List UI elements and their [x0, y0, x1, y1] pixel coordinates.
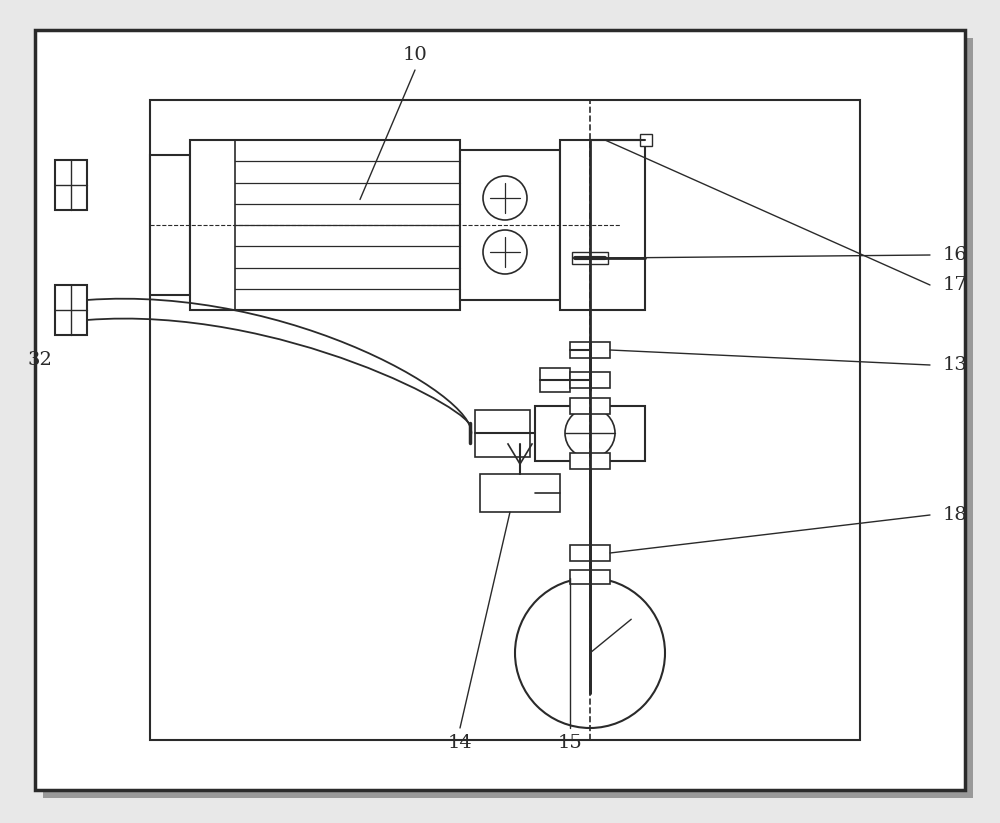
Bar	[570, 570, 610, 584]
Bar	[570, 398, 610, 413]
Bar	[570, 342, 610, 358]
Bar	[560, 140, 645, 310]
Bar	[150, 155, 190, 295]
Bar	[640, 134, 652, 146]
Bar	[460, 150, 560, 300]
Bar	[55, 285, 87, 335]
Text: 18: 18	[943, 506, 967, 524]
Text: 14: 14	[448, 734, 472, 752]
Text: 13: 13	[943, 356, 967, 374]
Text: 10: 10	[403, 46, 427, 64]
Bar	[540, 368, 570, 392]
Text: 15: 15	[558, 734, 582, 752]
Circle shape	[483, 230, 527, 274]
Bar	[475, 410, 530, 457]
Bar	[572, 252, 608, 264]
Text: 16: 16	[943, 246, 967, 264]
Bar	[480, 474, 560, 512]
Bar	[570, 545, 610, 561]
Bar	[150, 100, 860, 740]
Bar	[570, 453, 610, 468]
Bar	[535, 406, 645, 461]
Text: 17: 17	[943, 276, 967, 294]
Bar	[190, 140, 460, 310]
Text: 32: 32	[28, 351, 52, 369]
Circle shape	[515, 578, 665, 728]
Circle shape	[483, 176, 527, 220]
Bar	[55, 160, 87, 210]
Bar	[570, 372, 610, 388]
Circle shape	[565, 408, 615, 458]
